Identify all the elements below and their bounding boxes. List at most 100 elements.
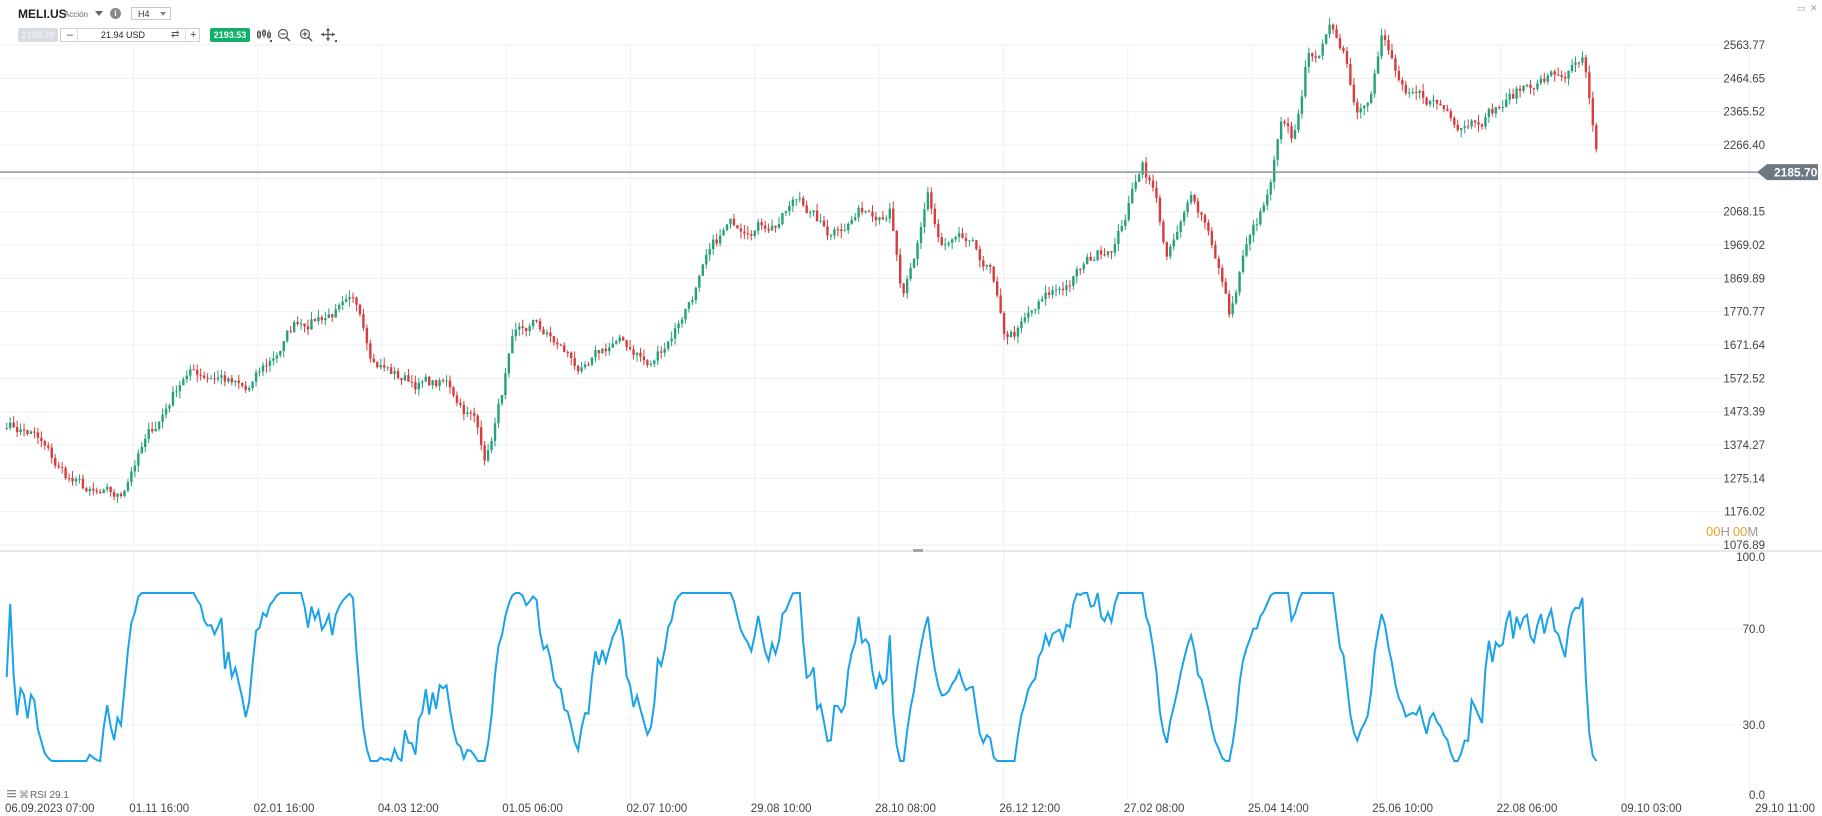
candle: [1224, 278, 1227, 295]
symbol-name[interactable]: MELI.US: [18, 7, 67, 21]
candle: [1484, 112, 1487, 130]
info-icon[interactable]: i: [110, 8, 121, 19]
time-axis-label: 25.04 14:00: [1248, 803, 1309, 815]
candle: [1577, 61, 1581, 68]
sell-button[interactable]: 2185.70: [18, 28, 58, 42]
candle: [826, 219, 829, 241]
candle: [455, 391, 459, 406]
candle: [1511, 88, 1515, 99]
candle: [570, 351, 573, 366]
candle: [632, 345, 635, 360]
candle: [871, 205, 874, 223]
candle: [538, 318, 542, 332]
candle: [763, 220, 767, 233]
candle: [1051, 285, 1054, 299]
candle: [968, 240, 971, 247]
symbol-dropdown-icon[interactable]: [95, 11, 103, 16]
candle: [812, 210, 815, 217]
candle: [1525, 84, 1529, 88]
candle: [147, 422, 150, 444]
candle: [389, 363, 393, 374]
candle: [1584, 54, 1588, 78]
candle: [677, 320, 680, 334]
candle: [847, 221, 850, 234]
crosshair-icon[interactable]: [321, 28, 337, 42]
candle: [1387, 34, 1390, 55]
time-axis-label: 28.10 08:00: [875, 803, 936, 815]
quantity-minus-button[interactable]: –: [67, 29, 74, 41]
candle: [580, 362, 583, 374]
candle: [355, 296, 358, 312]
timeframe-select[interactable]: H4: [131, 7, 171, 20]
quantity-plus-button[interactable]: +: [190, 29, 197, 41]
candle: [144, 434, 147, 453]
price-axis-label: 1176.02: [1724, 507, 1765, 519]
candle: [1148, 174, 1151, 185]
candle: [601, 348, 604, 354]
candle: [750, 230, 753, 241]
candle: [1013, 325, 1016, 340]
maximize-icon[interactable]: ▭: [1797, 3, 1806, 13]
chart-type-icon[interactable]: [257, 28, 273, 42]
candle: [833, 226, 836, 240]
candle: [150, 421, 154, 434]
candle: [1581, 51, 1584, 66]
candle: [1318, 55, 1321, 59]
candle: [386, 366, 389, 371]
rsi-indicator-label[interactable]: ⌘ RSI 29.1: [7, 790, 69, 801]
candle: [272, 351, 275, 366]
candle: [1328, 18, 1331, 39]
candle: [711, 234, 715, 255]
candle: [992, 265, 995, 284]
time-axis-label: 22.08 06:00: [1497, 803, 1558, 815]
candle: [1543, 72, 1546, 84]
candle: [112, 489, 116, 501]
quantity-stepper[interactable]: – 21.94 USD ⇄ +: [60, 28, 200, 42]
pane-resize-handle[interactable]: [913, 549, 923, 552]
rsi-axis-label: 100.0: [1736, 552, 1765, 564]
candle: [1404, 80, 1408, 96]
candle: [975, 240, 978, 251]
rsi-settings-icon[interactable]: ⌘: [19, 790, 29, 801]
candle: [1595, 122, 1598, 153]
candle: [1515, 86, 1518, 105]
candle: [919, 222, 923, 250]
candle: [1134, 174, 1137, 192]
candle: [552, 335, 556, 346]
zoom-in-icon[interactable]: [299, 28, 315, 42]
candle: [805, 200, 808, 214]
candle: [718, 228, 722, 247]
candle: [206, 373, 209, 383]
candle: [1324, 34, 1328, 45]
candle: [1221, 264, 1224, 288]
candle: [1023, 312, 1027, 324]
candle: [213, 372, 216, 385]
zoom-out-icon[interactable]: [277, 28, 293, 42]
candle: [1227, 290, 1231, 318]
candle: [670, 331, 673, 347]
candle: [216, 370, 220, 382]
candle: [459, 398, 462, 408]
chart-toolbar: MELI.US Acción i H4 2185.70 – 21.94 USD …: [0, 0, 1822, 48]
candle: [1331, 23, 1335, 34]
rsi-value-label: RSI 29.1: [30, 790, 69, 801]
candle: [8, 417, 12, 431]
time-axis-label: 06.09.2023 07:00: [5, 803, 95, 815]
candle: [725, 223, 729, 232]
candle: [1092, 256, 1096, 262]
buy-button[interactable]: 2193.53: [210, 28, 250, 42]
candle: [507, 353, 511, 378]
close-icon[interactable]: ✕: [1810, 3, 1818, 13]
candle: [673, 322, 677, 345]
candle: [656, 345, 659, 366]
quantity-value[interactable]: 21.94 USD: [101, 30, 146, 40]
candle: [157, 421, 161, 432]
swap-icon[interactable]: ⇄: [171, 29, 180, 40]
candle: [1169, 243, 1172, 260]
candle: [102, 488, 105, 494]
candle: [296, 316, 299, 327]
candle: [888, 202, 892, 224]
candle: [1176, 225, 1179, 241]
candle: [348, 290, 351, 307]
